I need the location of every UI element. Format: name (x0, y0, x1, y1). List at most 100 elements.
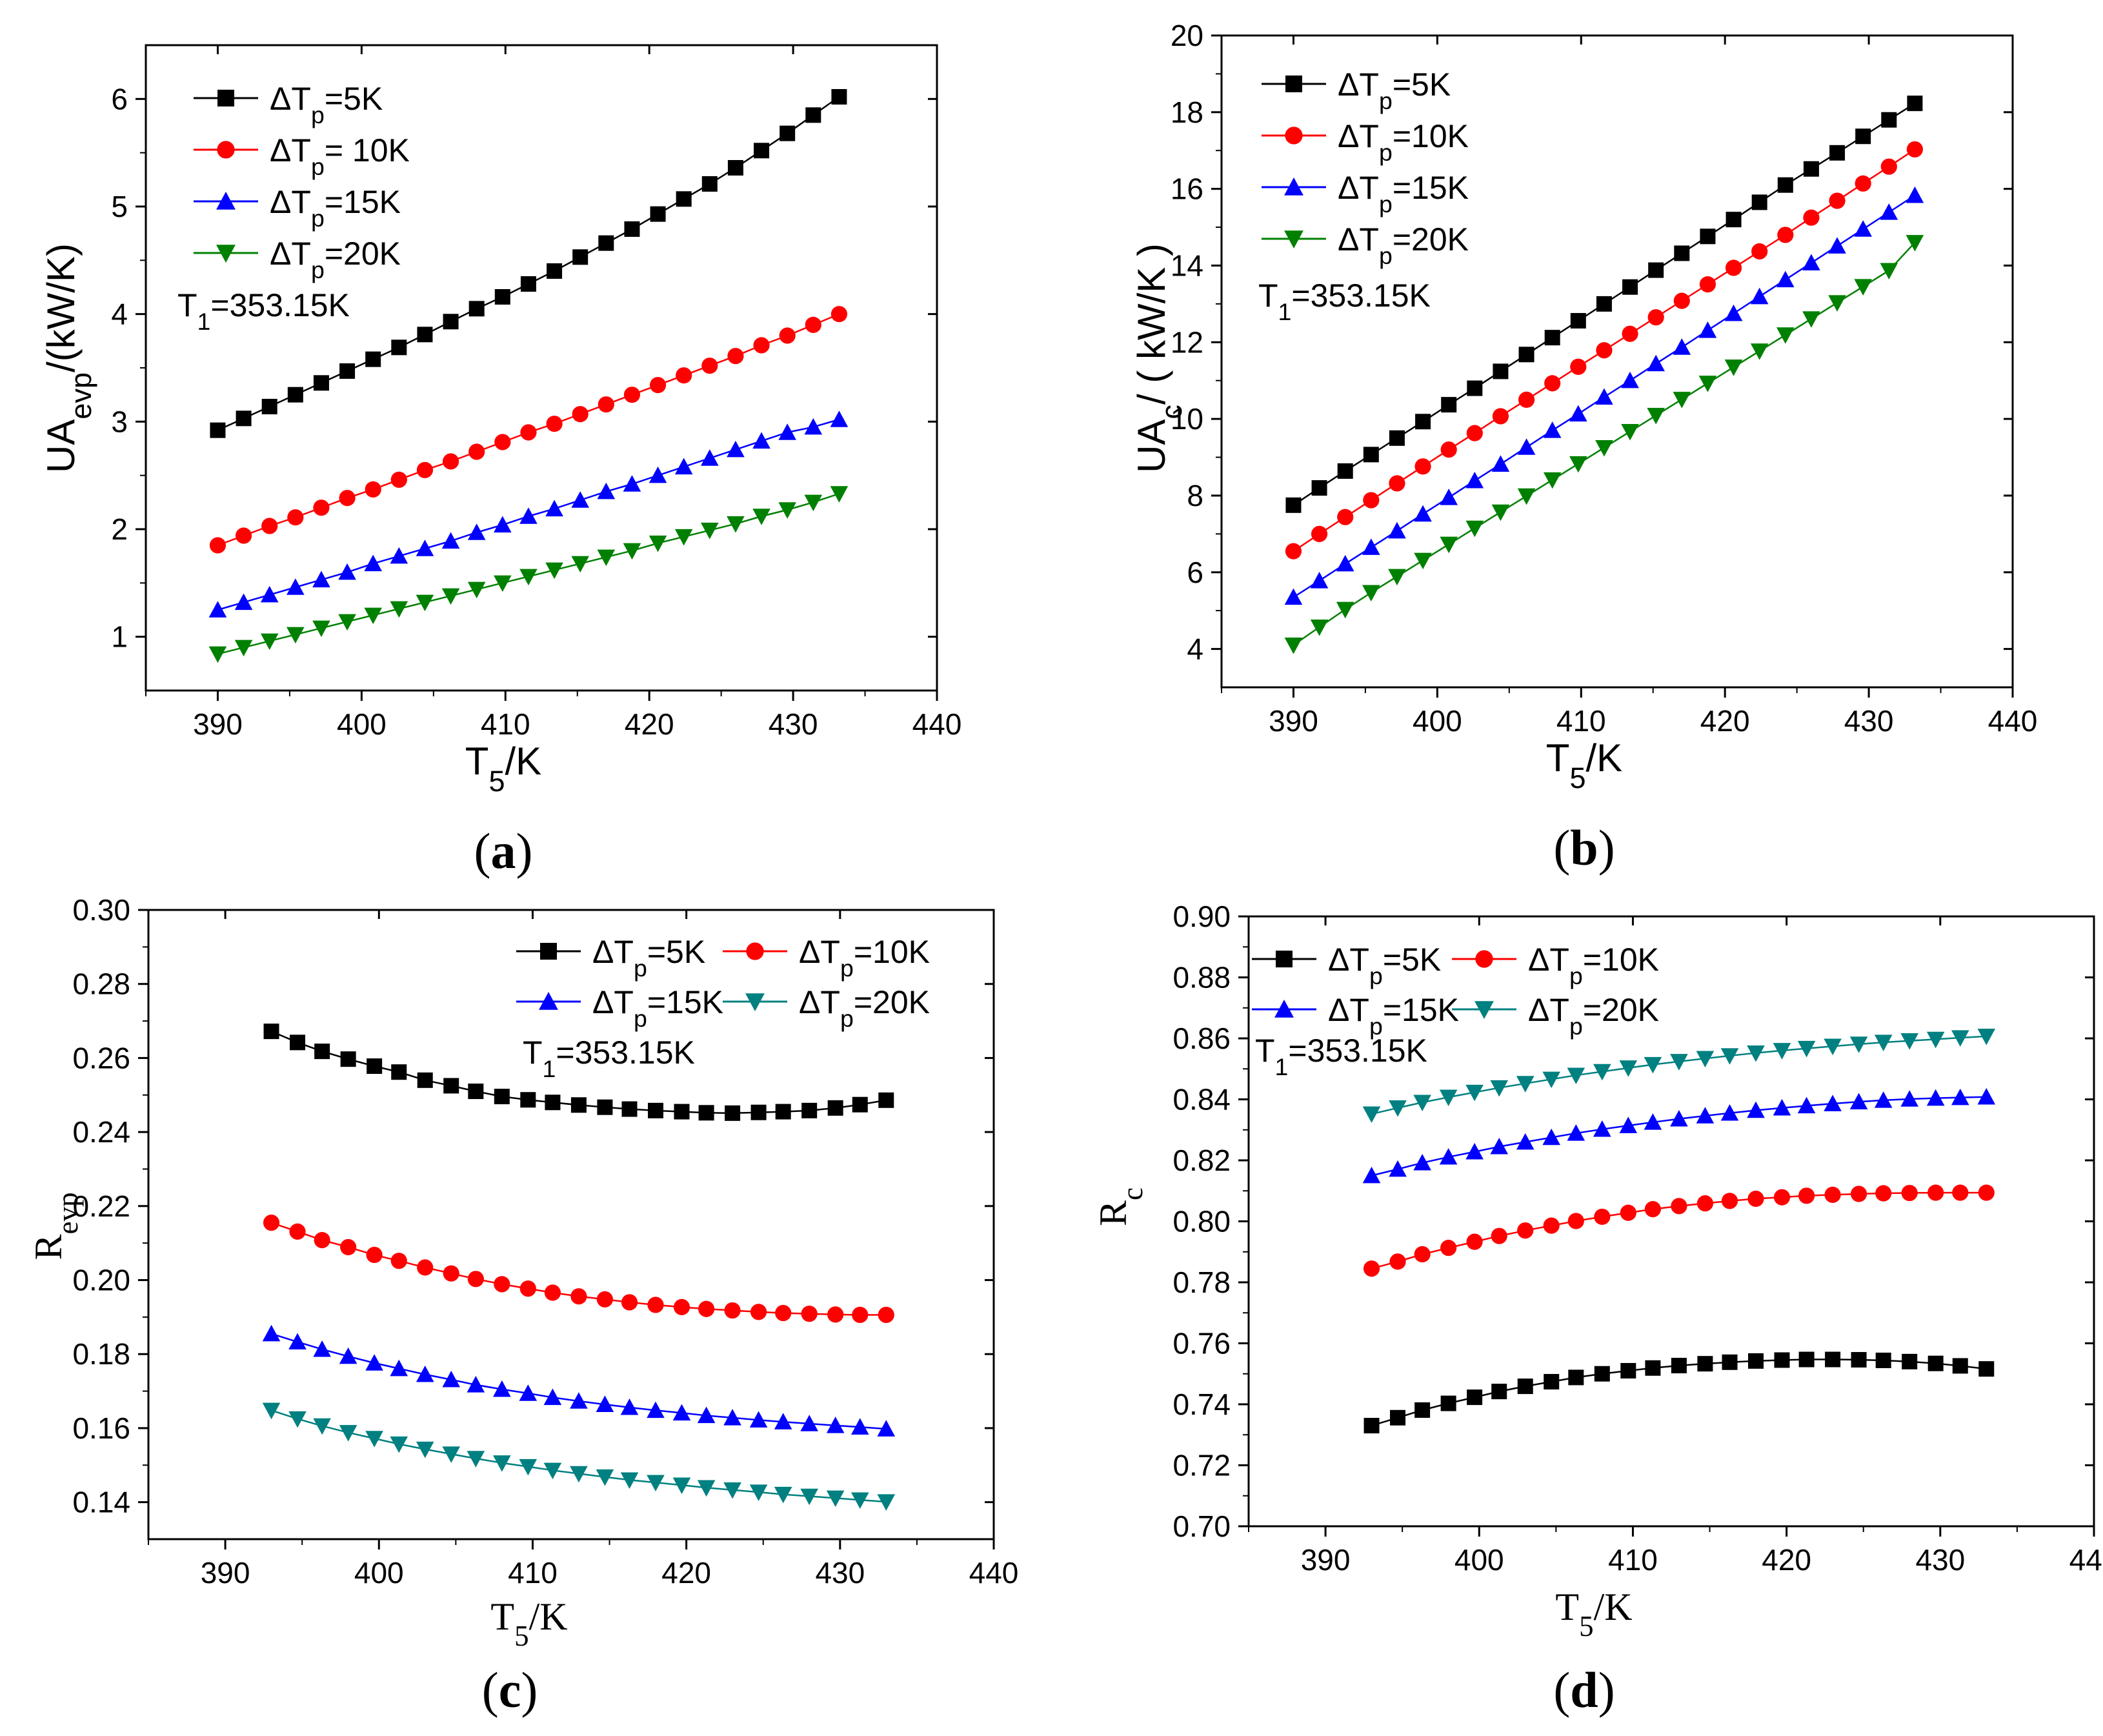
caption-paren-open: ( (1553, 1662, 1570, 1718)
data-point (649, 535, 667, 552)
data-point (1776, 327, 1795, 344)
data-point (1619, 1116, 1638, 1133)
data-point (313, 1340, 331, 1357)
data-point (1543, 472, 1562, 489)
data-point (1773, 1043, 1791, 1060)
data-point (1851, 1352, 1867, 1368)
y-tick-label: 0.78 (1172, 1266, 1231, 1299)
data-point (1570, 358, 1587, 375)
data-point (1849, 1036, 1868, 1053)
annotation-note: T1=353.15K (1258, 278, 1431, 325)
data-point (1414, 1402, 1431, 1418)
data-point (1724, 304, 1743, 321)
data-point (287, 627, 305, 644)
series-3 (1284, 235, 1924, 654)
data-point (1647, 354, 1665, 372)
data-point (547, 263, 563, 279)
data-point (1829, 145, 1846, 161)
data-point (1698, 376, 1717, 392)
series-line (1371, 1035, 1987, 1115)
data-point (339, 363, 356, 379)
y-tick-label: 0.80 (1172, 1205, 1231, 1238)
data-point (1465, 520, 1484, 538)
y-tick-label: 3 (111, 405, 128, 438)
data-point (416, 540, 434, 556)
data-point (804, 494, 823, 512)
data-point (830, 486, 849, 503)
legend-label-part: =5K (325, 81, 383, 117)
legend-label-part: p (840, 1005, 854, 1032)
data-point (724, 1302, 741, 1319)
data-point (647, 1401, 665, 1418)
x-axis-label: T5/K (465, 740, 541, 798)
annotation-note-part: =353.15K (1288, 1033, 1427, 1069)
data-point (1900, 1033, 1918, 1050)
data-point (417, 1259, 434, 1276)
data-point (878, 1092, 894, 1108)
data-point (1620, 1204, 1636, 1221)
legend-marker (1285, 126, 1303, 145)
data-point (1466, 1233, 1483, 1250)
series-0 (210, 89, 847, 438)
legend-label-part: p (1569, 962, 1583, 989)
data-point (313, 375, 329, 391)
legend-marker (216, 192, 236, 210)
series-0 (1285, 96, 1923, 513)
y-tick-label: 6 (1187, 556, 1203, 589)
caption-paren-open: ( (474, 823, 491, 879)
data-point (750, 1304, 767, 1320)
data-point (1724, 359, 1743, 376)
legend-label: ΔTp=20K (1338, 221, 1469, 269)
data-point (1700, 228, 1716, 245)
legend-label-part: =15K (1383, 992, 1459, 1028)
annotation-note-part: =353.15K (1291, 278, 1430, 314)
data-point (1855, 175, 1871, 192)
chart-panel-c: 390 400 410 420 430 440 0.14 0.16 0.18 0.20 0.22 0.… (27, 893, 1018, 1718)
data-point (416, 594, 434, 612)
data-point (1927, 1184, 1944, 1201)
legend-label-part: ΔT (1338, 118, 1379, 154)
data-point (1413, 1095, 1431, 1112)
data-point (1720, 1048, 1739, 1065)
data-point (1696, 1051, 1715, 1067)
data-point (442, 453, 459, 470)
data-point (752, 432, 770, 449)
annotation-note: T1=353.15K (1255, 1033, 1427, 1080)
data-point (1414, 458, 1431, 475)
data-point (1363, 447, 1379, 463)
data-point (442, 1446, 461, 1463)
data-point (208, 646, 227, 663)
data-point (1875, 1352, 1891, 1368)
legend-label-part: ΔT (592, 934, 634, 970)
x-tick-label: 430 (769, 707, 818, 741)
x-axis-label-part: T (490, 1595, 514, 1638)
legend-label-part: p (311, 205, 325, 232)
data-point (596, 1395, 614, 1412)
data-point (1881, 112, 1897, 128)
data-point (1544, 375, 1561, 392)
data-point (1926, 1089, 1945, 1106)
x-tick-label: 410 (481, 707, 530, 741)
data-point (750, 1104, 767, 1120)
data-point (367, 1058, 383, 1075)
legend-label: ΔTp=10K (1528, 942, 1659, 989)
data-point (1797, 1096, 1816, 1114)
data-point (234, 640, 253, 657)
data-point (1748, 1353, 1764, 1369)
data-point (1747, 1101, 1765, 1118)
y-tick-label: 16 (1171, 172, 1203, 206)
data-point (1390, 1409, 1406, 1426)
x-tick-label: 400 (354, 1556, 404, 1590)
data-point (1491, 1227, 1507, 1244)
data-point (805, 316, 821, 333)
data-point (441, 532, 460, 549)
data-point (416, 1441, 434, 1458)
y-axis-label-part: evp (65, 372, 97, 419)
data-point (1516, 1133, 1534, 1150)
data-point (850, 1418, 869, 1435)
data-point (519, 1458, 538, 1476)
data-point (288, 1411, 307, 1428)
data-point (1977, 1087, 1996, 1105)
data-point (877, 1420, 896, 1437)
